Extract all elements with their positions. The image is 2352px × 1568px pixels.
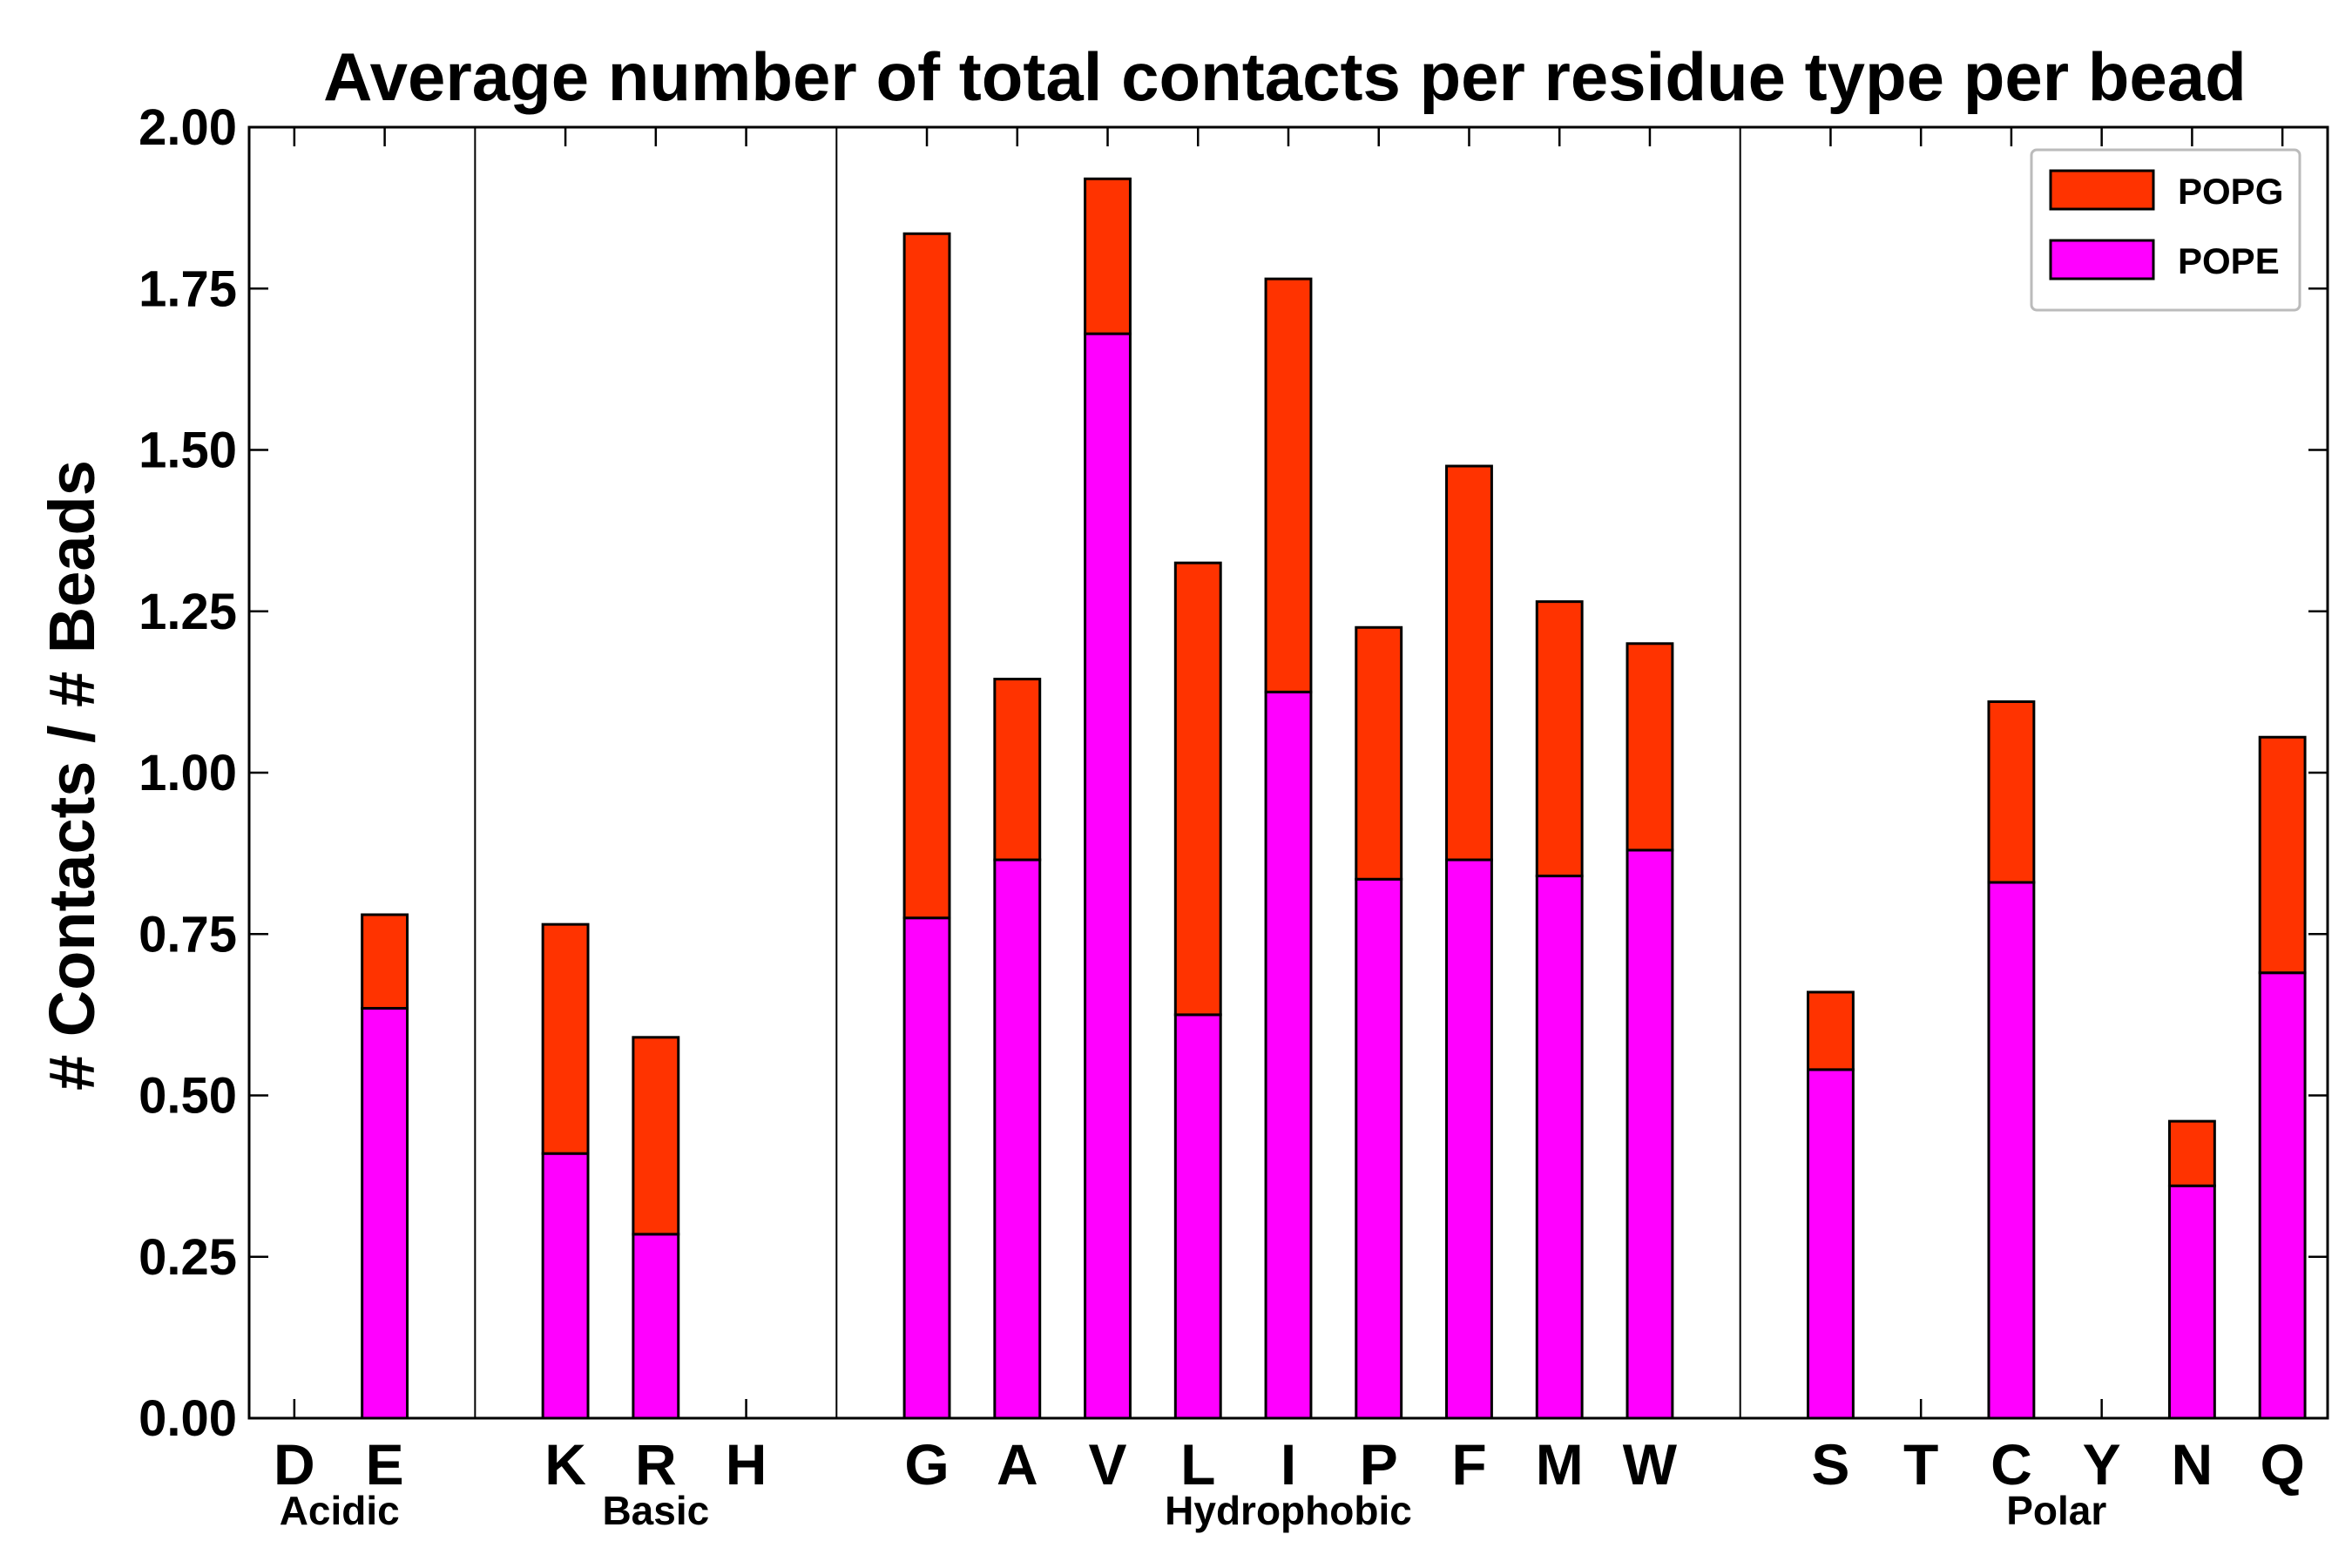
bar-N-pope — [2167, 1184, 2216, 1420]
bar-A-pope — [993, 858, 1042, 1420]
y-axis-label: # Contacts / # Beads — [36, 460, 108, 1091]
group-label-hydrophobic: Hydrophobic — [1165, 1488, 1412, 1533]
bar-V-popg — [1084, 177, 1132, 335]
bar-A-popg — [993, 678, 1042, 862]
y-tick-label: 1.75 — [139, 260, 237, 317]
bar-L-popg — [1173, 561, 1222, 1017]
y-tick-label: 0.25 — [139, 1229, 237, 1286]
x-tick-label-E: E — [366, 1432, 404, 1497]
y-tick-label: 0.50 — [139, 1068, 237, 1125]
bar-G-pope — [902, 916, 951, 1420]
x-tick-label-N: N — [2172, 1432, 2213, 1497]
bar-W-pope — [1625, 848, 1674, 1420]
plot-area: 0.00 0.25 0.50 0.75 1.00 1.25 1.50 1.75 2.00 D E K R… — [139, 99, 2329, 1533]
x-tick-label-G: G — [904, 1432, 949, 1497]
x-tick-label-D: D — [274, 1432, 315, 1497]
bar-R-popg — [632, 1036, 680, 1236]
x-tick-label-W: W — [1623, 1432, 1678, 1497]
x-tick-label-M: M — [1536, 1432, 1584, 1497]
bar-E-pope — [361, 1006, 409, 1420]
bar-S-pope — [1807, 1068, 1855, 1420]
bar-P-pope — [1355, 877, 1403, 1420]
legend-swatch-pope — [2049, 239, 2155, 280]
legend-label-pope: POPE — [2178, 240, 2280, 281]
bar-N-popg — [2167, 1119, 2216, 1187]
x-tick-label-T: T — [1903, 1432, 1938, 1497]
x-tick-label-C: C — [1990, 1432, 2032, 1497]
bar-K-pope — [541, 1152, 590, 1420]
x-tick-label-I: I — [1281, 1432, 1296, 1497]
bar-S-popg — [1807, 990, 1855, 1071]
bar-I-pope — [1264, 690, 1313, 1420]
bar-F-popg — [1445, 464, 1493, 862]
bar-G-popg — [902, 232, 951, 920]
group-label-polar: Polar — [2006, 1488, 2106, 1533]
bar-E-popg — [361, 913, 409, 1010]
bar-F-pope — [1445, 858, 1493, 1420]
bar-L-pope — [1173, 1013, 1222, 1420]
x-tick-label-F: F — [1451, 1432, 1486, 1497]
bar-V-pope — [1084, 332, 1132, 1420]
x-tick-label-Q: Q — [2260, 1432, 2304, 1497]
bar-R-pope — [632, 1233, 680, 1420]
x-tick-label-R: R — [635, 1432, 677, 1497]
y-tick-label: 0.00 — [139, 1390, 237, 1447]
legend: POPG POPE — [2030, 148, 2301, 312]
y-tick-label: 1.50 — [139, 422, 237, 479]
bar-M-pope — [1535, 875, 1584, 1420]
legend-swatch-popg — [2049, 169, 2155, 211]
bar-I-popg — [1264, 277, 1313, 693]
bar-Q-pope — [2258, 971, 2307, 1420]
bar-K-popg — [541, 923, 590, 1155]
x-tick-label-K: K — [544, 1432, 586, 1497]
x-tick-label-H: H — [726, 1432, 767, 1497]
x-tick-label-Y: Y — [2083, 1432, 2121, 1497]
bar-M-popg — [1535, 600, 1584, 878]
y-tick-label: 0.75 — [139, 906, 237, 963]
bar-C-popg — [1987, 700, 2036, 884]
bar-C-pope — [1987, 881, 2036, 1420]
x-tick-label-A: A — [997, 1432, 1038, 1497]
x-tick-label-V: V — [1089, 1432, 1127, 1497]
x-tick-label-L: L — [1180, 1432, 1215, 1497]
y-tick-label: 1.25 — [139, 584, 237, 640]
y-tick-label: 2.00 — [139, 99, 237, 156]
group-label-acidic: Acidic — [280, 1488, 400, 1533]
x-tick-label-P: P — [1360, 1432, 1398, 1497]
y-tick-label: 1.00 — [139, 745, 237, 801]
bar-Q-popg — [2258, 735, 2307, 975]
legend-label-popg: POPG — [2178, 171, 2283, 212]
group-label-basic: Basic — [602, 1488, 709, 1533]
bar-P-popg — [1355, 625, 1403, 881]
chart-title: Average number of total contacts per res… — [323, 38, 2247, 115]
bar-W-popg — [1625, 642, 1674, 852]
x-tick-label-S: S — [1811, 1432, 1849, 1497]
